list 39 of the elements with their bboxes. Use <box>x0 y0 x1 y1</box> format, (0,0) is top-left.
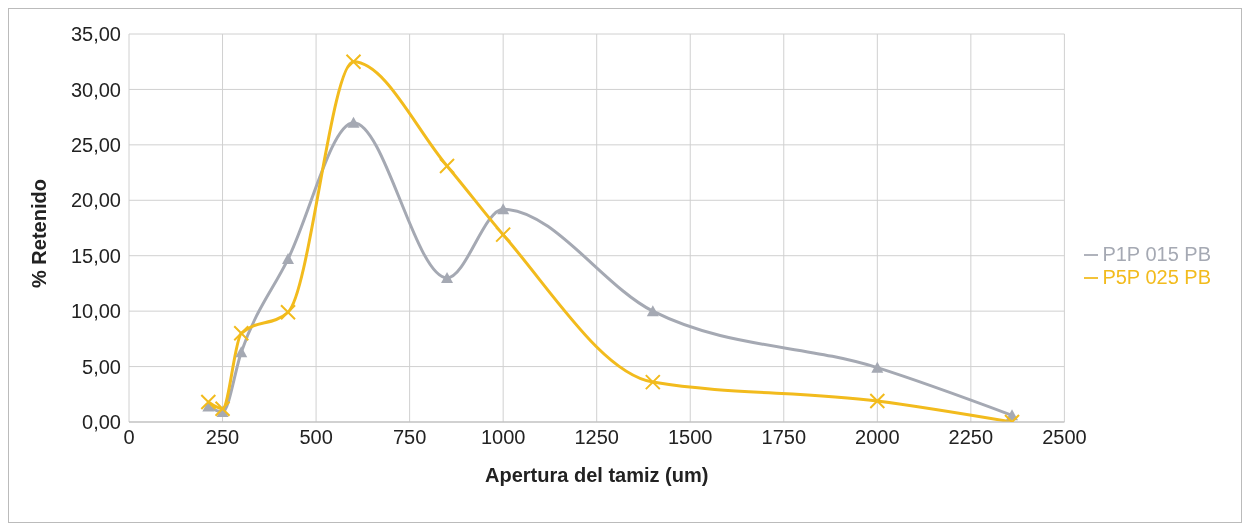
y-tick-label: 15,00 <box>70 244 121 267</box>
point <box>280 304 297 321</box>
x-tick-label: 750 <box>392 426 427 449</box>
legend-label: P5P 025 PB <box>1102 265 1211 288</box>
point <box>235 346 248 358</box>
x-tick-label: 500 <box>299 426 333 449</box>
point <box>441 271 454 283</box>
x-tick-label: 2500 <box>1042 426 1087 449</box>
point <box>869 392 886 409</box>
point <box>200 394 217 411</box>
point <box>214 400 231 417</box>
point <box>282 253 295 265</box>
x-tick-label: 1250 <box>574 426 619 449</box>
x-tick-label: 2250 <box>948 426 994 449</box>
point <box>497 203 510 215</box>
point <box>871 361 884 373</box>
point <box>439 157 456 174</box>
x-tick-label: 2000 <box>855 426 900 449</box>
point <box>644 374 661 391</box>
point <box>495 226 512 243</box>
point <box>345 53 362 70</box>
y-tick-label: 10,00 <box>70 300 121 323</box>
x-tick-label: 0 <box>123 426 135 449</box>
x-tick-label: 1750 <box>761 426 807 449</box>
point <box>646 305 659 317</box>
point <box>347 116 360 128</box>
y-tick-label: 35,00 <box>70 23 121 46</box>
x-tick-label: 250 <box>205 426 240 449</box>
y-tick-label: 5,00 <box>82 355 121 378</box>
y-tick-label: 25,00 <box>70 133 121 156</box>
x-tick-label: 1000 <box>480 426 526 449</box>
point <box>233 325 250 342</box>
y-tick-label: 0,00 <box>82 411 121 434</box>
x-tick-label: 1500 <box>667 426 713 449</box>
x-axis-title: Apertura del tamiz (um) <box>485 464 709 486</box>
y-tick-label: 30,00 <box>70 78 121 101</box>
legend-label: P1P 015 PB <box>1102 242 1211 265</box>
y-tick-label: 20,00 <box>70 189 121 212</box>
y-axis-title: % Retenido <box>28 179 51 288</box>
